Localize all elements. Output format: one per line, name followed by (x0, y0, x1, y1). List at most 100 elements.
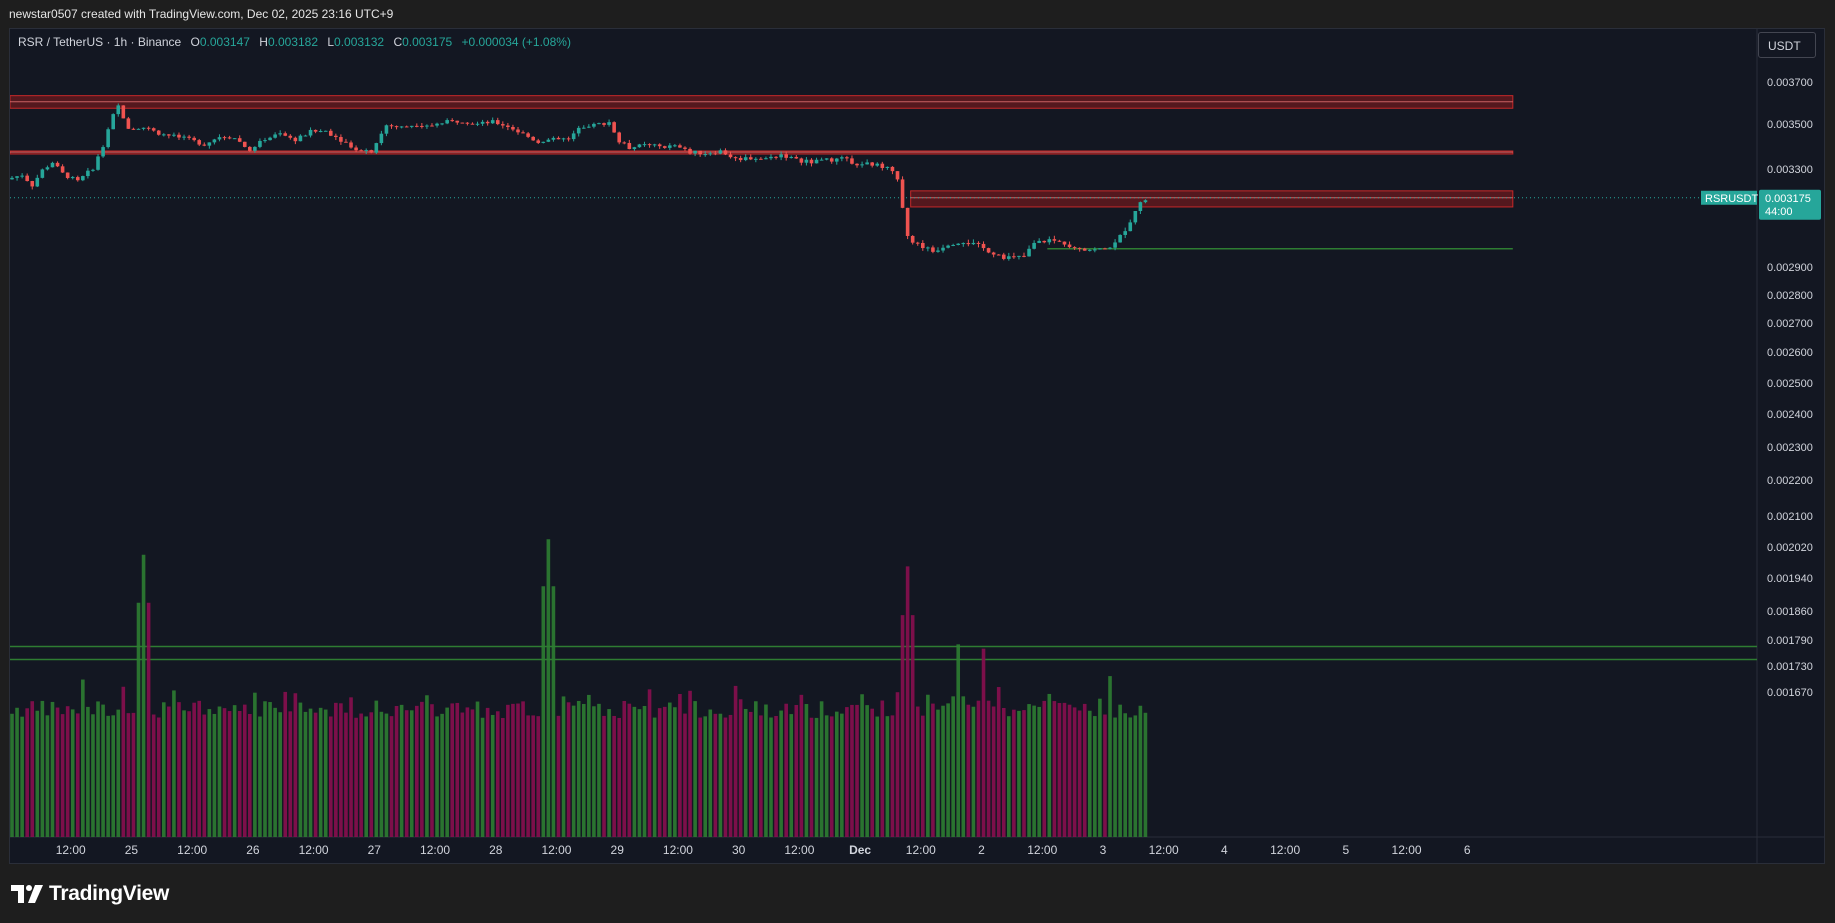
volume-bar (733, 685, 738, 837)
candle-body (162, 134, 166, 136)
price-chart[interactable]: 0.0037000.0035000.0033000.0031000.002900… (10, 29, 1824, 863)
candle-body (283, 133, 288, 136)
candle-body (996, 254, 1001, 256)
candle-body (829, 158, 834, 162)
candle-body (450, 120, 455, 122)
candle-countdown: 44:00 (1765, 206, 1793, 218)
volume-bar (242, 704, 247, 837)
candle-body (242, 141, 247, 147)
chart-area[interactable]: 0.0037000.0035000.0033000.0031000.002900… (9, 28, 1825, 864)
candle-body (359, 150, 363, 152)
volume-bar (996, 687, 1001, 837)
candle-body (546, 139, 551, 142)
candle-body (1067, 244, 1072, 248)
candle-body (430, 125, 434, 127)
volume-bar (1022, 710, 1026, 837)
candle-body (192, 137, 196, 141)
volume-bar (789, 714, 794, 837)
candle-body (885, 166, 890, 168)
volume-bar (460, 712, 465, 837)
candle-body (30, 181, 35, 187)
tradingview-brand[interactable]: TradingView (11, 882, 169, 906)
volume-bar (581, 703, 586, 837)
candle-body (364, 150, 368, 152)
candle-body (96, 156, 100, 170)
volume-bar (571, 705, 576, 837)
candle-body (743, 157, 748, 161)
candle-body (55, 162, 60, 167)
volume-bar (1001, 708, 1006, 837)
candle-body (217, 137, 222, 140)
y-tick-label: 0.002400 (1767, 409, 1813, 421)
candle-body (986, 248, 991, 253)
candle-body (840, 157, 844, 159)
volume-bar (339, 703, 343, 837)
volume-bar (1082, 703, 1087, 837)
volume-bar (708, 709, 713, 837)
candle-body (136, 128, 141, 130)
candle-body (708, 153, 713, 155)
candle-body (966, 243, 971, 245)
brand-name: TradingView (49, 882, 170, 905)
volume-bar (379, 711, 384, 837)
volume-bar (101, 704, 105, 837)
volume-bar (328, 716, 333, 837)
candle-body (435, 123, 439, 126)
candle-body (455, 120, 460, 123)
volume-bar (465, 707, 470, 837)
volume-bar (455, 702, 460, 837)
candle-body (693, 150, 697, 154)
x-tick-label: 12:00 (1027, 843, 1057, 857)
volume-bar (784, 703, 788, 837)
volume-bar (521, 701, 525, 837)
volume-bar (759, 715, 763, 837)
candle-body (288, 135, 293, 138)
candle-body (177, 134, 181, 138)
candle-body (789, 156, 794, 158)
candle-body (976, 242, 981, 244)
candle-body (212, 139, 217, 143)
volume-bar (774, 715, 778, 837)
volume-bar (445, 707, 449, 837)
candle-body (227, 137, 232, 139)
volume-bar (592, 706, 596, 837)
volume-bar (20, 716, 24, 837)
volume-bar (409, 710, 414, 837)
volume-bar (1047, 693, 1052, 837)
volume-bar (268, 702, 272, 837)
volume-bar (1128, 717, 1133, 837)
volume-bar (70, 709, 75, 837)
candle-body (126, 118, 131, 129)
volume-bar (116, 709, 121, 837)
x-tick-label: 5 (1342, 843, 1349, 857)
volume-bar (961, 696, 966, 837)
volume-bar (703, 716, 708, 837)
y-tick-label: 0.001790 (1767, 635, 1813, 647)
symbol-label[interactable]: RSR / TetherUS · 1h · Binance (18, 35, 182, 49)
tradingview-logo-icon (11, 885, 43, 903)
candle-body (809, 159, 814, 164)
volume-bar (1012, 709, 1016, 837)
candle-body (232, 138, 237, 140)
candle-body (642, 144, 647, 146)
volume-bar (318, 707, 323, 837)
volume-bar (359, 713, 363, 837)
volume-bar (182, 710, 186, 837)
candle-body (409, 125, 414, 127)
candle-body (597, 123, 601, 125)
volume-bar (151, 714, 156, 837)
currency-button[interactable]: USDT (1758, 32, 1816, 58)
volume-bar (197, 700, 202, 837)
x-tick-label: 25 (125, 843, 139, 857)
volume-bar (1108, 676, 1112, 837)
x-tick-label: 12:00 (1149, 843, 1179, 857)
volume-bar (718, 713, 723, 837)
candle-body (273, 134, 277, 138)
candle-body (415, 125, 419, 127)
volume-bar (754, 701, 758, 837)
candle-body (506, 125, 510, 128)
x-tick-label: 12:00 (1270, 843, 1300, 857)
volume-bar (536, 716, 541, 837)
volume-bar (647, 689, 652, 837)
candle-body (541, 141, 546, 143)
